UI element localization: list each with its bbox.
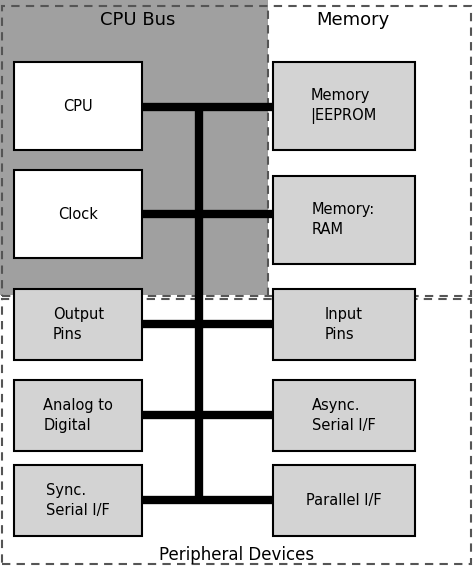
- Bar: [14, 380, 142, 451]
- Text: CPU: CPU: [64, 99, 93, 114]
- Bar: [2, 299, 471, 564]
- Text: Input
Pins: Input Pins: [325, 307, 363, 342]
- Text: Memory
|EEPROM: Memory |EEPROM: [310, 88, 377, 124]
- Bar: [273, 465, 415, 536]
- Bar: [14, 465, 142, 536]
- Text: Parallel I/F: Parallel I/F: [306, 493, 382, 508]
- Bar: [268, 0, 474, 295]
- Bar: [273, 380, 415, 451]
- Text: CPU Bus: CPU Bus: [100, 11, 175, 29]
- Bar: [0, 0, 268, 295]
- Bar: [0, 295, 474, 567]
- Text: Memory: Memory: [317, 11, 390, 29]
- Bar: [14, 289, 142, 360]
- Bar: [273, 62, 415, 150]
- Bar: [2, 6, 471, 296]
- Text: Clock: Clock: [58, 206, 98, 222]
- Text: Sync.
Serial I/F: Sync. Serial I/F: [46, 483, 110, 518]
- Text: Memory:
RAM: Memory: RAM: [312, 202, 375, 237]
- Text: Output
Pins: Output Pins: [53, 307, 104, 342]
- Text: Analog to
Digital: Analog to Digital: [43, 398, 113, 433]
- Text: Async.
Serial I/F: Async. Serial I/F: [312, 398, 375, 433]
- Bar: [273, 289, 415, 360]
- Bar: [273, 176, 415, 264]
- Text: Peripheral Devices: Peripheral Devices: [159, 545, 315, 564]
- Bar: [14, 62, 142, 150]
- Bar: [14, 170, 142, 258]
